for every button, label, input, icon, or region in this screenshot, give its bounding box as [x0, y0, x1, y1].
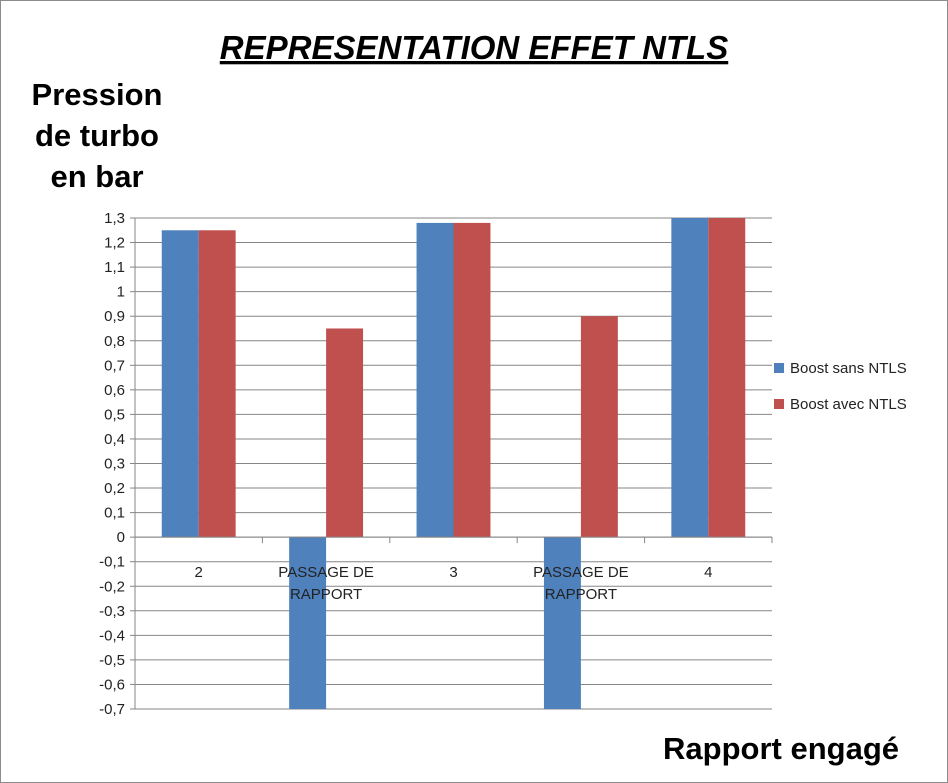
x-category-label: 2: [195, 564, 203, 581]
y-tick-label: 0,6: [104, 382, 125, 399]
bar: [453, 222, 491, 538]
y-tick-label: 1: [117, 284, 125, 301]
bar: [198, 230, 236, 538]
legend: Boost sans NTLS Boost avec NTLS: [774, 360, 907, 413]
legend-entry-label: Boost avec NTLS: [790, 396, 907, 413]
x-category-label: RAPPORT: [545, 586, 617, 603]
y-tick-label: 0,9: [104, 308, 125, 325]
y-tick-labels: -0,7 -0,6 -0,5 -0,4 -0,3 -0,2 -0,1 0 0,1 0,2 0,3 0,…: [99, 210, 125, 718]
x-category-label: 3: [449, 564, 457, 581]
bar: [580, 316, 618, 538]
bar: [161, 230, 199, 538]
axes: [134, 218, 773, 709]
y-tick-label: -0,6: [99, 676, 125, 693]
y-tick-label: 1,3: [104, 210, 125, 227]
y-tick-label: 0,3: [104, 456, 125, 473]
y-tick-label: -0,4: [99, 627, 125, 644]
y-tick-label: 0,7: [104, 357, 125, 374]
bar: [671, 218, 709, 538]
legend-swatch: [774, 399, 784, 409]
legend-swatch: [774, 363, 784, 373]
y-axis-label-line: Pression: [32, 77, 163, 112]
x-category-labels: 2 PASSAGE DE RAPPORT 3 PASSAGE DE RAPPORT 4: [195, 564, 713, 603]
legend-entry-label: Boost sans NTLS: [790, 360, 907, 377]
y-tick-label: -0,2: [99, 578, 125, 595]
y-tick-label: 0: [117, 529, 125, 546]
y-tick-label: -0,5: [99, 652, 125, 669]
y-axis-label-line: en bar: [50, 159, 143, 194]
y-tick-label: 1,2: [104, 235, 125, 252]
bar: [416, 222, 454, 538]
bar: [708, 218, 746, 538]
y-tick-label: 0,8: [104, 333, 125, 350]
y-tick-label: -0,1: [99, 554, 125, 571]
y-tick-label: 0,1: [104, 505, 125, 522]
bars: [161, 218, 746, 709]
x-category-label: PASSAGE DE: [533, 564, 629, 581]
x-axis-label: Rapport engagé: [663, 731, 899, 766]
y-axis-label: Pression de turbo en bar: [32, 77, 163, 194]
y-axis-label-line: de turbo: [35, 118, 159, 153]
y-tick-label: 0,2: [104, 480, 125, 497]
y-tick-label: 1,1: [104, 259, 125, 276]
bar: [543, 537, 581, 709]
y-tick-label: 0,5: [104, 406, 125, 423]
x-category-label: RAPPORT: [290, 586, 362, 603]
bar: [326, 328, 364, 538]
x-category-label: 4: [704, 564, 712, 581]
chart-title: REPRESENTATION EFFET NTLS: [220, 29, 728, 66]
x-category-label: PASSAGE DE: [278, 564, 374, 581]
y-tick-label: 0,4: [104, 431, 125, 448]
bar: [289, 537, 327, 709]
y-tick-label: -0,3: [99, 603, 125, 620]
y-tick-label: -0,7: [99, 701, 125, 718]
